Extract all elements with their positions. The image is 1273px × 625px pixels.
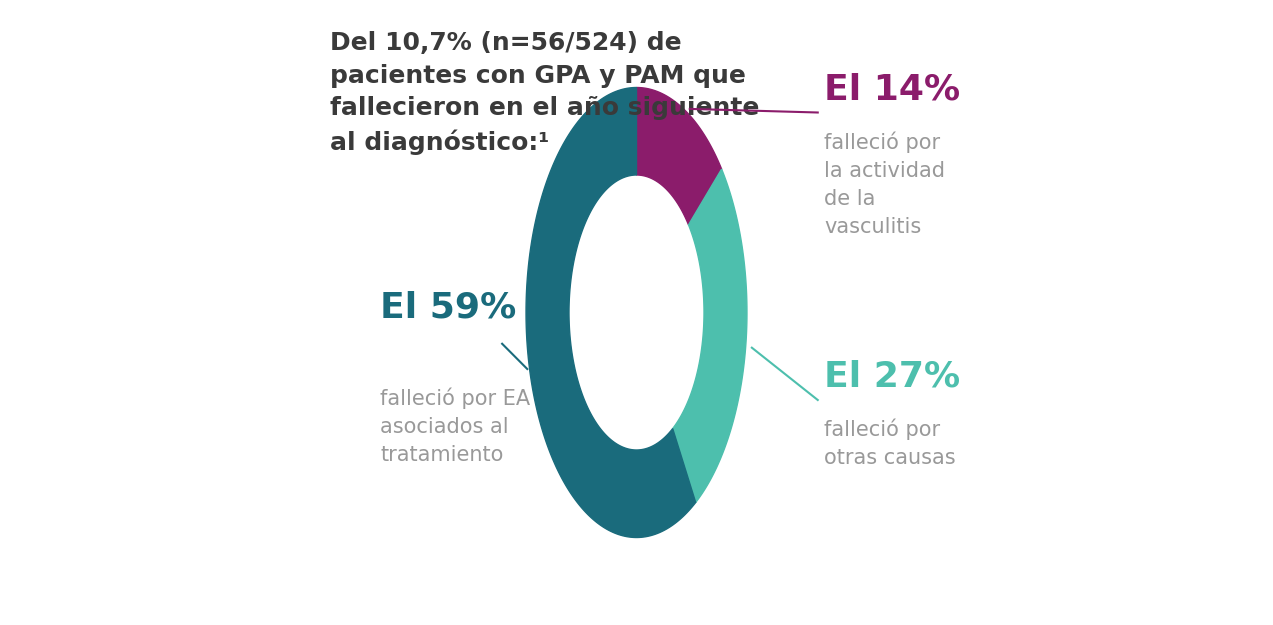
Text: El 27%: El 27% — [824, 360, 960, 394]
Text: El 59%: El 59% — [381, 291, 517, 325]
Text: Del 10,7% (n=56/524) de
pacientes con GPA y PAM que
fallecieron en el año siguie: Del 10,7% (n=56/524) de pacientes con GP… — [330, 31, 760, 155]
Text: falleció por EA
asociados al
tratamiento: falleció por EA asociados al tratamiento — [381, 388, 531, 465]
Text: falleció por
otras causas: falleció por otras causas — [824, 419, 956, 468]
Polygon shape — [636, 88, 722, 225]
Polygon shape — [672, 169, 747, 502]
Polygon shape — [526, 88, 695, 538]
Text: falleció por
la actividad
de la
vasculitis: falleció por la actividad de la vasculit… — [824, 131, 945, 237]
Text: El 14%: El 14% — [824, 72, 960, 106]
